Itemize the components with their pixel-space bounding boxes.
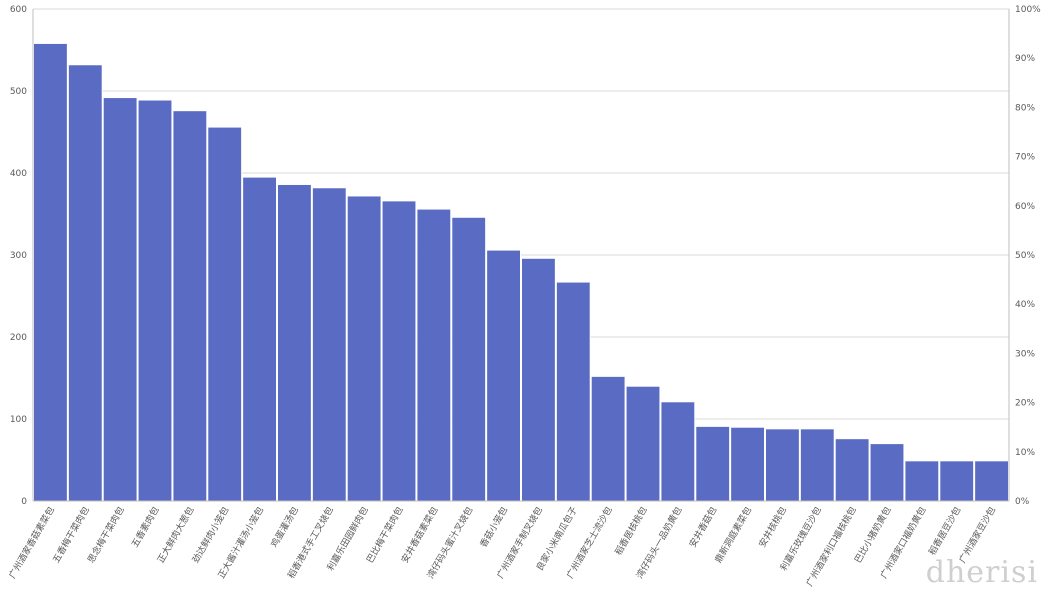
x-tick-label: 五香素肉包 [129,505,162,550]
watermark-text: ⅾherisi [925,555,1038,590]
bar [67,64,103,502]
y2-tick-label: 0% [1015,497,1030,507]
bar [451,216,487,502]
bar [311,187,347,502]
bar [555,281,591,502]
bar [242,176,277,502]
bar [974,460,1010,502]
x-tick-label: 稻香居豆沙包 [926,505,963,558]
bar [904,460,940,502]
bar [799,428,835,502]
bar [730,426,766,502]
bar [172,110,208,502]
bar [381,200,417,502]
bar [102,97,138,502]
y-tick-label: 600 [10,5,27,15]
x-tick-label: 鸡蛋灌汤包 [268,505,301,550]
right-y-tick-labels: 0% 10% 20% 30% 40% 50% 60% 70% 80% 90% 100% [1015,5,1041,507]
bar [834,438,870,502]
x-tick-label: 香菇小笼包 [477,504,510,549]
y2-tick-label: 90% [1015,54,1035,64]
y-tick-label: 500 [10,87,27,97]
x-tick-label: 安井香菇素菜包 [399,505,441,566]
bar [486,249,521,502]
y2-tick-label: 60% [1015,202,1035,212]
y-tick-label: 100 [10,415,27,425]
x-tick-label: 正大鲜肉大葱包 [155,505,197,566]
bar [660,401,696,502]
x-tick-label: 鼎新洞庭素菜包 [712,505,754,566]
y-tick-label: 300 [10,251,27,261]
bar [695,425,731,502]
x-tick-label: 劲达鲜肉小笼包 [189,505,231,566]
y2-tick-label: 40% [1015,300,1035,310]
bar [590,375,626,502]
x-tick-label: 思念梅干菜肉包 [85,505,127,566]
x-tick-label: 稻香居核桃包 [612,505,649,558]
x-tick-label: 五香梅干菜肉包 [50,505,92,566]
y2-tick-label: 20% [1015,399,1035,409]
bar [277,183,312,502]
x-tick-label: 广州酒家香菇素菜包 [6,505,57,581]
x-tick-label: 巴比梅干菜肉包 [364,505,406,566]
bar [521,257,556,502]
bar [625,385,661,502]
x-tick-label: 安井香菇包 [686,505,719,550]
y-tick-label: 0 [21,497,27,507]
y-tick-label: 200 [10,333,27,343]
y2-tick-label: 100% [1015,5,1041,15]
bar [765,428,800,502]
bar [207,126,243,502]
left-y-tick-labels: 0 100 200 300 400 500 600 [10,5,27,507]
bar [939,460,975,502]
y2-tick-label: 30% [1015,349,1035,359]
bar [346,195,382,502]
axes [32,9,1010,502]
bar [137,99,173,502]
bar [33,42,68,502]
y2-tick-label: 10% [1015,448,1035,458]
y-tick-label: 400 [10,169,27,179]
x-tick-label: 巴比小猪奶黄包 [852,505,894,566]
y2-tick-label: 80% [1015,103,1035,113]
x-tick-label: 安井核桃包 [756,505,789,550]
bar [416,208,452,502]
y2-tick-label: 50% [1015,251,1035,261]
bar [869,443,905,502]
bars [33,42,1010,502]
y2-tick-label: 70% [1015,153,1035,163]
